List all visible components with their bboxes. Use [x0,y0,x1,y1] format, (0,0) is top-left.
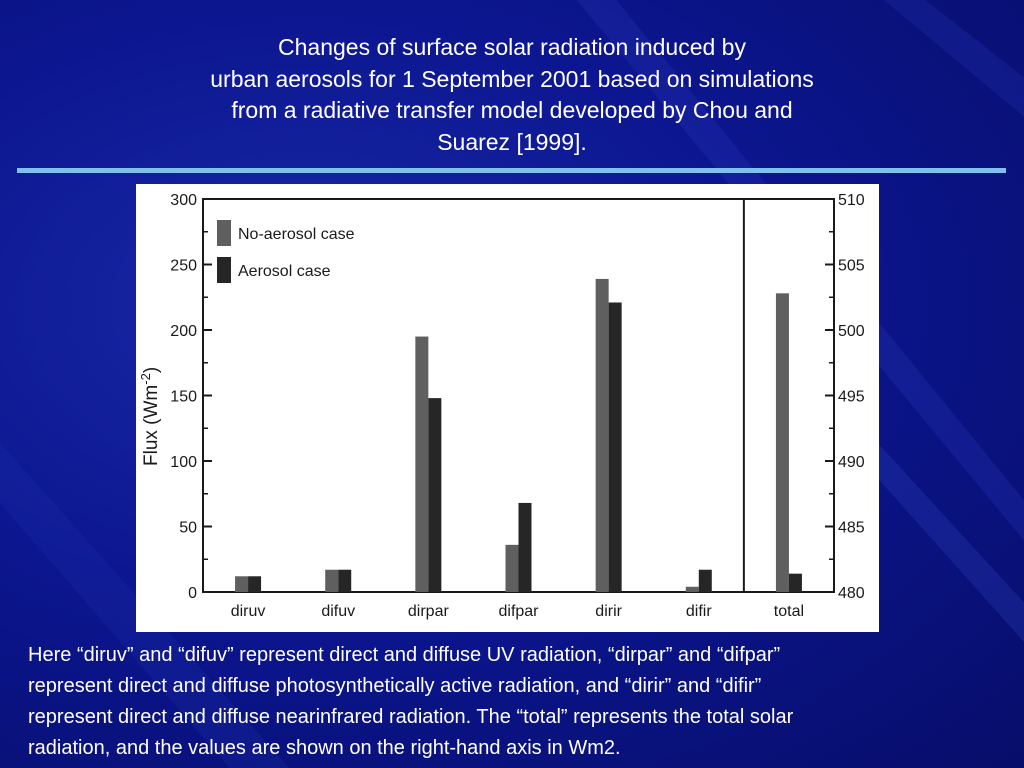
right-tick-label: 500 [838,323,865,340]
bar-difir-aerosol [698,569,712,592]
left-tick-label: 50 [179,520,197,537]
left-tick-label: 300 [170,192,197,209]
bar-total-aerosol [788,573,802,592]
right-tick-label: 480 [838,585,865,602]
y-axis-label-close: ) [141,367,162,373]
category-label-diruv: diruv [231,603,266,620]
bar-diruv-aerosol [248,576,262,592]
right-tick-label: 510 [838,192,865,209]
y-axis-label-exp: -2 [138,373,153,385]
flux-bar-chart: Flux (Wm-2) 0 50 100 150 200 250 300 480 485 490 4… [138,192,865,620]
right-tick-label: 495 [838,389,865,406]
left-tick-label: 100 [170,454,197,471]
y-axis-label-main: Flux (Wm [141,385,162,466]
slide-title: Changes of surface solar radiation induc… [210,34,814,155]
bar-dirpar-no-aerosol [415,336,429,592]
bar-dirir-no-aerosol [595,278,609,592]
legend-swatch-no-aerosol [217,220,231,246]
legend-label-aerosol: Aerosol case [238,263,331,280]
left-tick-label: 0 [188,585,197,602]
bar-difuv-no-aerosol [325,569,339,592]
bar-dirpar-aerosol [428,398,442,592]
category-label-total: total [774,603,804,620]
category-label-difir: difir [686,603,712,620]
left-tick-label: 150 [170,389,197,406]
y-axis-label: Flux (Wm-2) [138,367,162,466]
bar-difpar-no-aerosol [505,544,519,592]
chart-panel: Flux (Wm-2) 0 50 100 150 200 250 300 480 485 490 4… [136,184,879,632]
bar-difpar-aerosol [518,502,532,592]
bar-diruv-no-aerosol [235,576,249,592]
legend-swatch-aerosol [217,257,231,283]
bar-dirir-aerosol [608,302,622,592]
slide-caption: Here “diruv” and “difuv” represent direc… [28,644,794,759]
right-tick-label: 485 [838,520,865,537]
legend-label-no-aerosol: No-aerosol case [238,226,355,243]
bar-difuv-aerosol [338,569,352,592]
right-tick-label: 490 [838,454,865,471]
category-label-dirir: dirir [595,603,622,620]
right-tick-label: 505 [838,258,865,275]
title-divider [17,168,1006,173]
category-label-dirpar: dirpar [408,603,450,620]
left-tick-label: 200 [170,323,197,340]
left-tick-label: 250 [170,258,197,275]
bar-total-no-aerosol [775,293,789,592]
bar-difir-no-aerosol [685,586,699,592]
category-label-difuv: difuv [321,603,355,620]
category-label-difpar: difpar [498,603,539,620]
